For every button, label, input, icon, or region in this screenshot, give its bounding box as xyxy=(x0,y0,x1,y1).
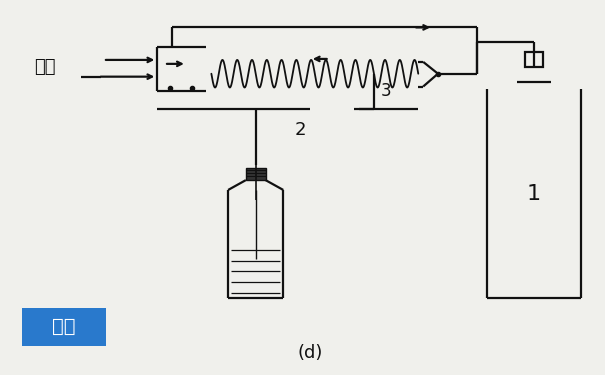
Text: 3: 3 xyxy=(381,82,391,100)
Bar xyxy=(525,52,543,67)
Text: 2: 2 xyxy=(294,121,306,139)
Text: (d): (d) xyxy=(297,344,322,362)
Text: 进样: 进样 xyxy=(53,317,76,336)
Text: 载气: 载气 xyxy=(34,58,56,76)
Bar xyxy=(22,308,106,346)
Text: 1: 1 xyxy=(527,184,541,204)
Bar xyxy=(246,168,266,180)
